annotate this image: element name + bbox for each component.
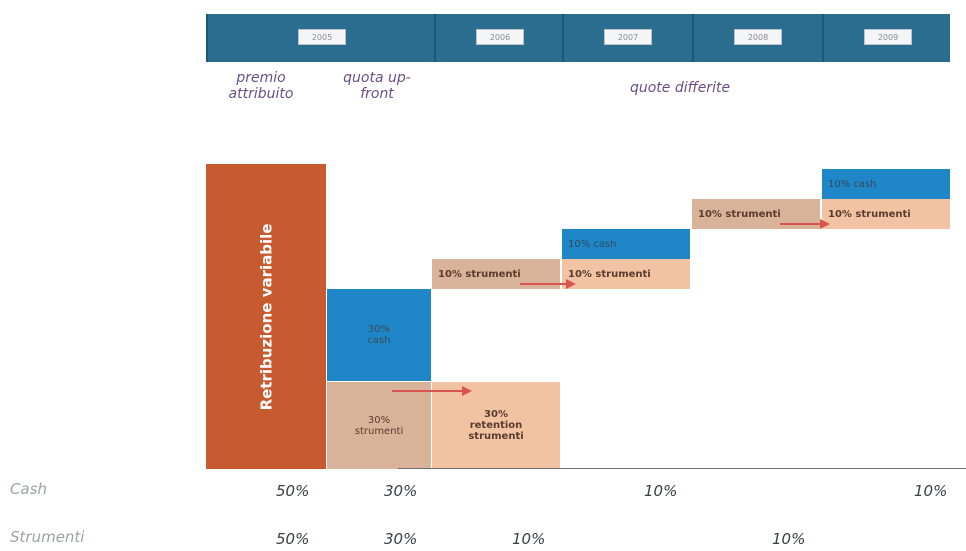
arrow-2008-to-2009 — [780, 219, 830, 229]
strumenti-upfront-label: 30% strumenti — [354, 414, 404, 437]
cash-2007-label: 10% cash — [568, 238, 617, 250]
phase-premio-label: premio attribuito — [228, 70, 294, 102]
retention-box: 30% retention strumenti — [432, 382, 560, 469]
cash-value: 10% — [914, 482, 948, 500]
strumenti-2009-box: 10% strumenti — [822, 199, 950, 229]
strumenti-value: 30% — [384, 530, 418, 548]
cash-2009-box: 10% cash — [822, 169, 950, 199]
cash-2009-label: 10% cash — [828, 178, 877, 190]
cash-value: 10% — [644, 482, 678, 500]
arrow-upfront-to-retention — [392, 386, 472, 396]
cash-upfront-box: 30% cash — [327, 289, 431, 381]
strumenti-upfront-box: 30% strumenti — [327, 382, 431, 469]
year-label: 2007 — [604, 29, 652, 45]
strumenti-2009-label: 10% strumenti — [828, 208, 911, 220]
strumenti-2006-box: 10% strumenti — [432, 259, 560, 289]
year-label: 2008 — [734, 29, 782, 45]
arrow-2006-to-2007 — [520, 279, 576, 289]
year-label: 2006 — [476, 29, 524, 45]
year-cell-2009: 2009 — [822, 14, 950, 62]
retention-label: 30% retention strumenti — [468, 409, 524, 442]
strumenti-value: 10% — [772, 530, 806, 548]
year-cell-2008: 2008 — [692, 14, 822, 62]
strumenti-2007-box: 10% strumenti — [562, 259, 690, 289]
baseline-axis — [398, 468, 966, 469]
cash-2007-box: 10% cash — [562, 229, 690, 259]
phase-differite-label: quote differite — [629, 80, 731, 96]
retribuzione-variabile-bar — [206, 164, 326, 469]
year-cell-2005: 2005 — [206, 14, 434, 62]
strumenti-2007-label: 10% strumenti — [568, 268, 651, 280]
row-label-cash: Cash — [10, 480, 47, 498]
year-cell-2007: 2007 — [562, 14, 692, 62]
strumenti-value: 50% — [276, 530, 310, 548]
phase-upfront-label: quota up- front — [343, 70, 411, 102]
cash-value: 30% — [384, 482, 418, 500]
strumenti-2006-label: 10% strumenti — [438, 268, 521, 280]
strumenti-2008-label: 10% strumenti — [698, 208, 781, 220]
cash-upfront-label: 30% cash — [367, 324, 391, 346]
year-label: 2009 — [864, 29, 912, 45]
cash-value: 50% — [276, 482, 310, 500]
strumenti-value: 10% — [512, 530, 546, 548]
row-label-strumenti: Strumenti — [10, 528, 85, 546]
year-label: 2005 — [298, 29, 346, 45]
year-cell-2006: 2006 — [434, 14, 562, 62]
